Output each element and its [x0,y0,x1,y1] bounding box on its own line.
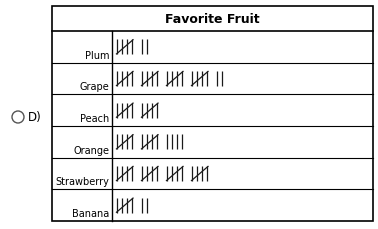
Text: Grape: Grape [79,82,109,92]
Text: Plum: Plum [85,50,109,60]
Text: Orange: Orange [73,145,109,155]
Text: Strawberry: Strawberry [55,177,109,186]
Circle shape [12,112,24,123]
Bar [52,7,373,221]
Text: Banana: Banana [72,208,109,218]
Text: D): D) [28,111,42,124]
Text: Peach: Peach [80,114,109,123]
Text: Favorite Fruit: Favorite Fruit [165,13,260,26]
